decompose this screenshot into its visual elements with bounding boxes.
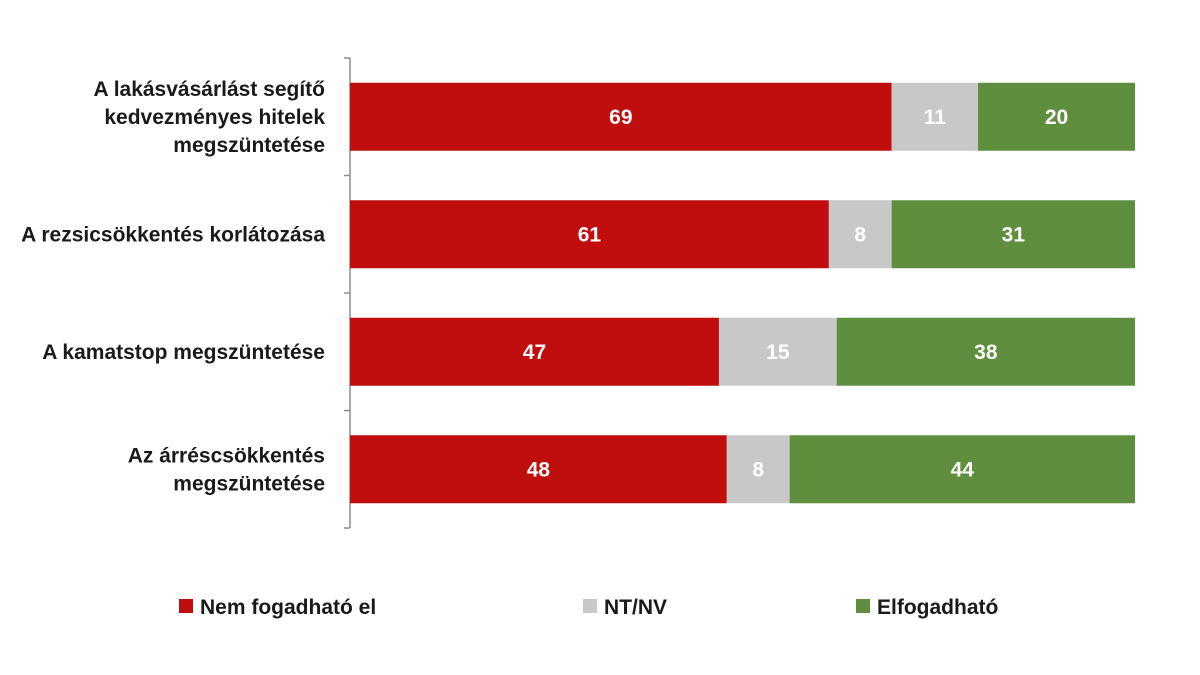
bar-segment xyxy=(789,435,1135,504)
bar-segment xyxy=(350,200,829,269)
bar-segment xyxy=(718,317,837,386)
category-label: megszüntetése xyxy=(173,472,325,495)
data-label: 31 xyxy=(1002,223,1026,246)
bar-segment xyxy=(891,82,978,151)
bar-segment xyxy=(978,82,1135,151)
category-labels: A lakásvásárlást segítő kedvezményes hite… xyxy=(21,78,325,496)
bar-segment xyxy=(891,200,1135,269)
data-label: 44 xyxy=(951,458,975,481)
category-label: A lakásvásárlást segítő xyxy=(93,78,325,101)
data-label: 15 xyxy=(766,341,790,364)
legend-swatch xyxy=(856,599,870,613)
bar-segment xyxy=(828,200,892,269)
category-axis xyxy=(344,57,351,529)
category-label: kedvezményes hitelek xyxy=(104,106,325,129)
bar-segment xyxy=(836,317,1135,386)
category-label: A kamatstop megszüntetése xyxy=(42,341,325,364)
legend-swatch xyxy=(179,599,193,613)
legend: Nem fogadható el NT/NV Elfogadható xyxy=(179,596,998,619)
data-label: 48 xyxy=(527,458,551,481)
data-label: 38 xyxy=(974,341,998,364)
data-label: 20 xyxy=(1045,106,1068,129)
category-label: Az árréscsökkentés xyxy=(128,444,325,467)
legend-label: Nem fogadható el xyxy=(200,596,376,619)
legend-swatch xyxy=(583,599,597,613)
legend-label: NT/NV xyxy=(604,596,667,619)
category-label: megszüntetése xyxy=(173,134,325,157)
bar-segment xyxy=(350,317,719,386)
bar-segment xyxy=(350,435,727,504)
category-label: A rezsicsökkentés korlátozása xyxy=(21,223,325,246)
data-label: 8 xyxy=(854,223,866,246)
bar-segment xyxy=(350,82,892,151)
data-label: 69 xyxy=(609,106,632,129)
bar-segment xyxy=(726,435,790,504)
data-label: 47 xyxy=(523,341,546,364)
data-label: 8 xyxy=(752,458,764,481)
data-label: 11 xyxy=(924,106,947,129)
data-label: 61 xyxy=(578,223,602,246)
bars: 69 11 20 61 8 31 47 15 38 48 8 44 xyxy=(350,82,1135,504)
legend-label: Elfogadható xyxy=(877,596,998,619)
